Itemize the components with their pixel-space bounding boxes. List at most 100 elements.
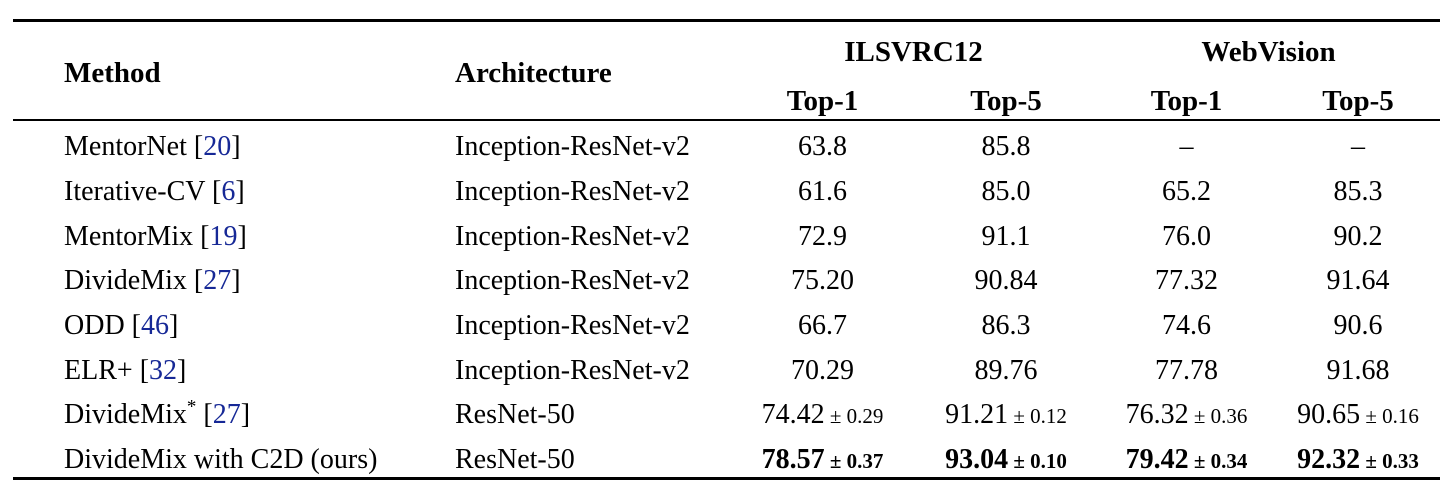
table-header: Method Architecture ILSVRC12 WebVision T… [13,22,1440,125]
value-main: 86.3 [981,310,1031,342]
value-cell: 90.2 [1276,214,1440,259]
table-row: MentorMix [19] Inception-ResNet-v2 72.9 91.… [13,214,1440,259]
column-header-ilsvrc-top1: Top-1 [786,84,859,117]
cite-bracket-close: ] [240,399,251,431]
architecture-cell: ResNet-50 [455,444,575,476]
value-cell: 72.9 [730,214,915,259]
table-bottom-rule [13,477,1440,480]
value-cell: 85.3 [1276,170,1440,215]
value-cell: 91.21 ± 0.12 [915,393,1097,438]
group-header-webvision: WebVision [1201,36,1336,68]
value-cell: 70.29 [730,348,915,393]
value-main: 90.2 [1333,220,1383,252]
table-top-rule [13,19,1440,22]
table-row: DivideMix [27] Inception-ResNet-v2 75.20 90… [13,259,1440,304]
value-main: 79.42 [1125,444,1189,476]
value-main: 93.04 [945,444,1009,476]
table-row: MentorNet [20] Inception-ResNet-v2 63.8 85.… [13,125,1440,170]
cite-bracket-open: [ [131,310,141,342]
citation-link[interactable]: 27 [203,265,232,297]
method-cell: MentorMix [19] [13,214,445,259]
cite-bracket-close: ] [169,310,179,342]
value-cell: 89.76 [915,348,1097,393]
table-row: Iterative-CV [6] Inception-ResNet-v2 61.6 8… [13,170,1440,215]
value-main: 72.9 [798,220,847,252]
citation-link[interactable]: 20 [203,131,232,163]
value-main: 85.0 [981,176,1031,208]
value-cell: 93.04 ± 0.10 [915,438,1097,483]
architecture-cell: Inception-ResNet-v2 [455,131,690,163]
value-cell: 90.84 [915,259,1097,304]
value-cell: 85.0 [915,170,1097,215]
value-main: 85.8 [981,131,1031,163]
cite-bracket-open: [ [200,220,210,252]
value-cell: 75.20 [730,259,915,304]
method-cell: Iterative-CV [6] [13,170,445,215]
architecture-cell: Inception-ResNet-v2 [455,176,690,208]
value-main: 61.6 [798,176,847,208]
value-main: 70.29 [791,354,854,386]
method-superscript: * [186,397,197,419]
value-cell: 74.42 ± 0.29 [730,393,915,438]
group-header-ilsvrc12: ILSVRC12 [844,36,983,68]
method-cell: ODD [46] [13,304,445,349]
citation-link[interactable]: 32 [149,354,178,386]
method-cell: ELR+ [32] [13,348,445,393]
value-main: 76.0 [1162,220,1211,252]
results-table: Method Architecture ILSVRC12 WebVision T… [13,22,1440,483]
cite-bracket-open: [ [203,399,213,431]
value-main: – [1351,131,1365,163]
value-cell: 85.8 [915,125,1097,170]
value-stddev: ± 0.34 [1188,449,1248,474]
value-cell: 91.64 [1276,259,1440,304]
value-main: 92.32 [1297,444,1361,476]
method-name: ELR+ [64,354,133,386]
value-cell: 74.6 [1097,304,1276,349]
value-main: 66.7 [798,310,847,342]
value-main: 74.42 [761,399,825,431]
method-cell: DivideMix [27] [13,259,445,304]
value-cell: 78.57 ± 0.37 [730,438,915,483]
value-cell: 92.32 ± 0.33 [1276,438,1440,483]
value-main: 63.8 [798,131,847,163]
method-name: DivideMix [64,265,187,297]
value-cell: 66.7 [730,304,915,349]
cite-bracket-open: [ [193,131,204,163]
table-body: MentorNet [20] Inception-ResNet-v2 63.8 85.… [13,125,1440,483]
value-cell: 65.2 [1097,170,1276,215]
value-main: 78.57 [761,444,825,476]
architecture-cell: Inception-ResNet-v2 [455,265,690,297]
value-main: – [1179,131,1194,163]
value-main: 91.1 [981,220,1031,252]
method-cell: MentorNet [20] [13,125,445,170]
method-name: DivideMix [64,399,187,431]
citation-link[interactable]: 6 [221,176,236,208]
citation-link[interactable]: 19 [209,220,238,252]
value-cell: 90.6 [1276,304,1440,349]
value-main: 74.6 [1162,310,1211,342]
value-cell: 86.3 [915,304,1097,349]
value-cell: 79.42 ± 0.34 [1097,438,1276,483]
citation-link[interactable]: 27 [212,399,241,431]
method-cell: DivideMix with C2D (ours) [13,438,445,483]
value-main: 77.78 [1155,354,1218,386]
method-cell: DivideMix* [27] [13,393,445,438]
column-header-ilsvrc-top5: Top-5 [970,84,1042,117]
value-main: 89.76 [974,354,1038,386]
cite-bracket-open: [ [211,176,222,208]
header-row-groups: Method Architecture ILSVRC12 WebVision [13,22,1440,89]
method-name: ODD [64,310,125,342]
column-header-method: Method [64,57,161,89]
cite-bracket-close: ] [231,265,241,297]
cite-bracket-close: ] [235,176,245,208]
value-main: 91.64 [1326,265,1390,297]
value-main: 85.3 [1333,176,1383,208]
method-name: DivideMix with C2D (ours) [64,444,378,476]
value-cell: – [1097,125,1276,170]
cite-bracket-open: [ [193,265,204,297]
citation-link[interactable]: 46 [141,310,169,342]
architecture-cell: Inception-ResNet-v2 [455,220,690,252]
value-cell: 76.32 ± 0.36 [1097,393,1276,438]
value-cell: 77.78 [1097,348,1276,393]
